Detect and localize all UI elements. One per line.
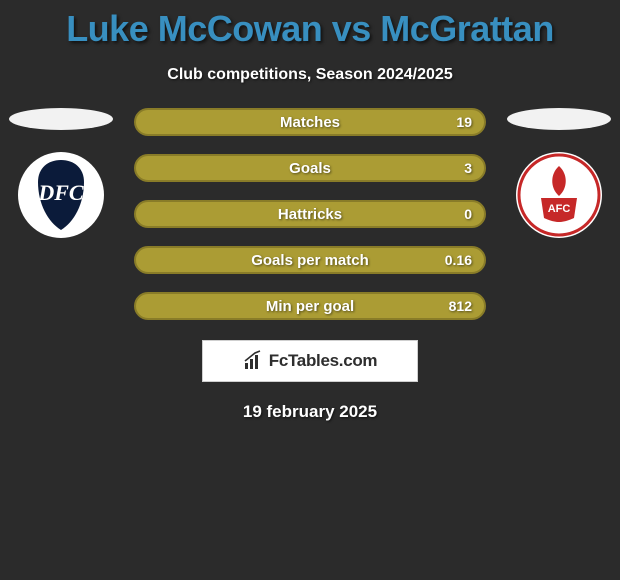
brand-badge[interactable]: FcTables.com [202, 340, 418, 382]
stat-label: Matches [280, 114, 340, 131]
player-left-oval [9, 108, 113, 130]
player-right-oval [507, 108, 611, 130]
stat-row: Hattricks 0 [134, 200, 486, 228]
club-left-crest: DFC [18, 152, 104, 238]
stat-value: 0.16 [445, 252, 484, 268]
page-subtitle: Club competitions, Season 2024/2025 [0, 66, 620, 84]
right-player-column: AFC [504, 108, 614, 238]
stat-label: Min per goal [266, 298, 354, 315]
left-player-column: DFC [6, 108, 116, 238]
svg-text:AFC: AFC [548, 203, 571, 215]
club-left-icon: DFC [18, 152, 104, 238]
comparison-card: Luke McCowan vs McGrattan Club competiti… [0, 0, 620, 422]
stat-value: 19 [456, 114, 484, 130]
page-title: Luke McCowan vs McGrattan [0, 8, 620, 50]
stat-label: Goals per match [251, 252, 369, 269]
stat-label: Goals [289, 160, 331, 177]
stat-row: Matches 19 [134, 108, 486, 136]
stat-row: Goals per match 0.16 [134, 246, 486, 274]
club-right-icon: AFC [516, 152, 602, 238]
comparison-body: DFC Matches 19 Goals 3 Hattricks 0 Goals… [0, 108, 620, 320]
brand-text: FcTables.com [269, 351, 378, 371]
bar-chart-icon [243, 350, 265, 372]
stat-row: Min per goal 812 [134, 292, 486, 320]
stats-list: Matches 19 Goals 3 Hattricks 0 Goals per… [116, 108, 504, 320]
svg-text:DFC: DFC [37, 180, 84, 205]
stat-value: 812 [449, 298, 484, 314]
stat-label: Hattricks [278, 206, 342, 223]
stat-row: Goals 3 [134, 154, 486, 182]
stat-value: 0 [464, 206, 484, 222]
date-text: 19 february 2025 [0, 402, 620, 422]
stat-value: 3 [464, 160, 484, 176]
club-right-crest: AFC [516, 152, 602, 238]
